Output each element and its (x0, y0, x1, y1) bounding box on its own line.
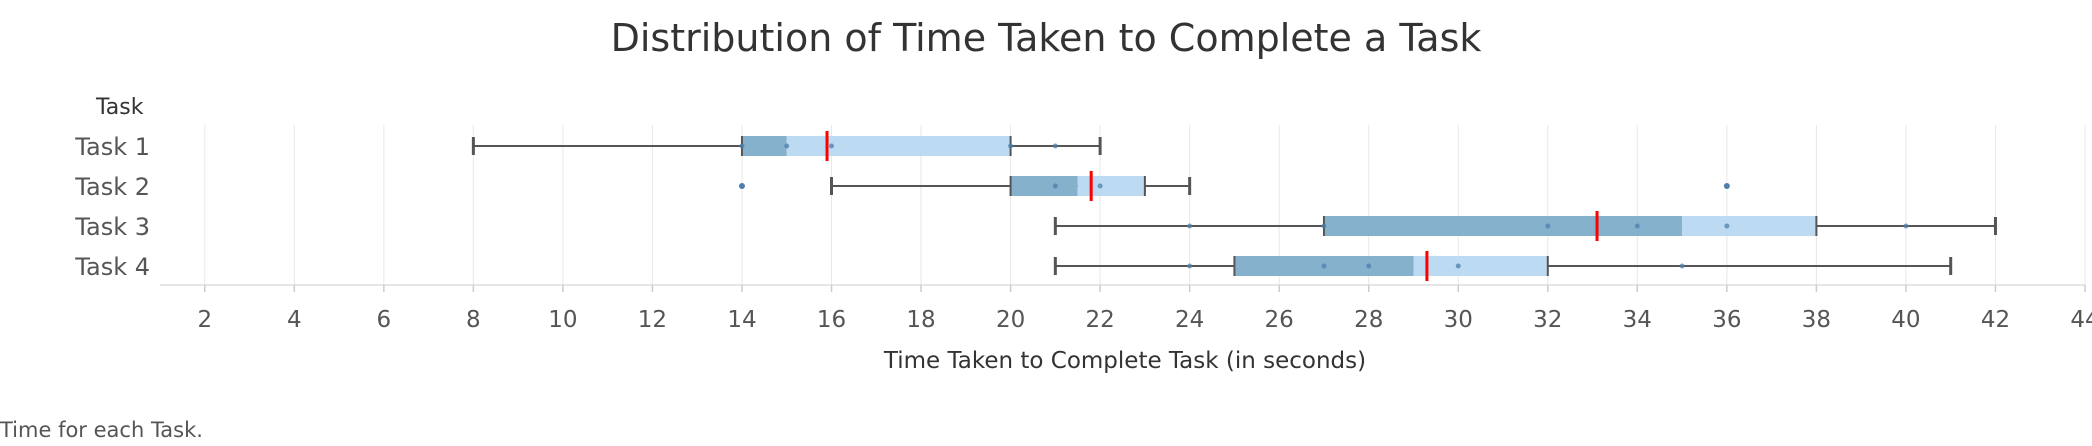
x-tick-label: 4 (287, 307, 302, 333)
box-lower (741, 136, 787, 156)
data-point (1545, 223, 1551, 229)
box-lower (1010, 176, 1078, 196)
box-upper (1413, 256, 1548, 276)
data-point (1634, 223, 1640, 229)
x-axis-label: Time Taken to Complete Task (in seconds) (883, 348, 1367, 374)
x-tick-label: 16 (817, 307, 846, 333)
x-tick-label: 6 (377, 307, 392, 333)
data-point (1052, 143, 1058, 149)
data-point (829, 143, 835, 149)
box-lower (1323, 216, 1683, 236)
task-axis-header: Task (96, 95, 144, 120)
data-point (1321, 223, 1327, 229)
x-tick-label: 12 (638, 307, 667, 333)
task-label: Task 3 (74, 213, 150, 241)
box-upper (1077, 176, 1145, 196)
chart-caption: Time for each Task. (0, 418, 203, 442)
data-point (1903, 223, 1909, 229)
chart-title: Distribution of Time Taken to Complete a… (610, 16, 1482, 60)
task-label: Task 2 (74, 173, 150, 201)
x-tick-label: 40 (1891, 307, 1920, 333)
data-point (784, 143, 790, 149)
x-tick-label: 8 (466, 307, 481, 333)
x-tick-label: 34 (1623, 307, 1652, 333)
data-point (1321, 263, 1327, 269)
data-point (1455, 263, 1461, 269)
x-tick-label: 2 (197, 307, 212, 333)
data-point (739, 143, 745, 149)
box-upper (786, 136, 1011, 156)
data-point (1366, 263, 1372, 269)
x-tick-label: 30 (1444, 307, 1473, 333)
data-point (1187, 263, 1193, 269)
x-tick-label: 24 (1175, 307, 1204, 333)
x-tick-label: 20 (996, 307, 1025, 333)
data-point (1008, 143, 1014, 149)
x-tick-label: 44 (2070, 307, 2092, 333)
data-point (1679, 263, 1685, 269)
x-tick-label: 28 (1354, 307, 1383, 333)
outlier-point (1723, 183, 1730, 189)
x-tick-label: 42 (1981, 307, 2010, 333)
x-tick-label: 14 (727, 307, 756, 333)
x-tick-label: 26 (1265, 307, 1294, 333)
x-tick-label: 38 (1802, 307, 1831, 333)
x-tick-label: 36 (1712, 307, 1741, 333)
outlier-point (738, 183, 745, 189)
data-point (1097, 183, 1103, 189)
x-tick-label: 32 (1533, 307, 1562, 333)
data-point (1187, 223, 1193, 229)
x-tick-label: 10 (548, 307, 577, 333)
x-tick-label: 22 (1085, 307, 1114, 333)
data-point (1724, 223, 1730, 229)
task-label: Task 4 (74, 253, 150, 281)
box-upper (1682, 216, 1817, 236)
data-point (1052, 183, 1058, 189)
x-tick-label: 18 (906, 307, 935, 333)
task-label: Task 1 (74, 133, 150, 161)
